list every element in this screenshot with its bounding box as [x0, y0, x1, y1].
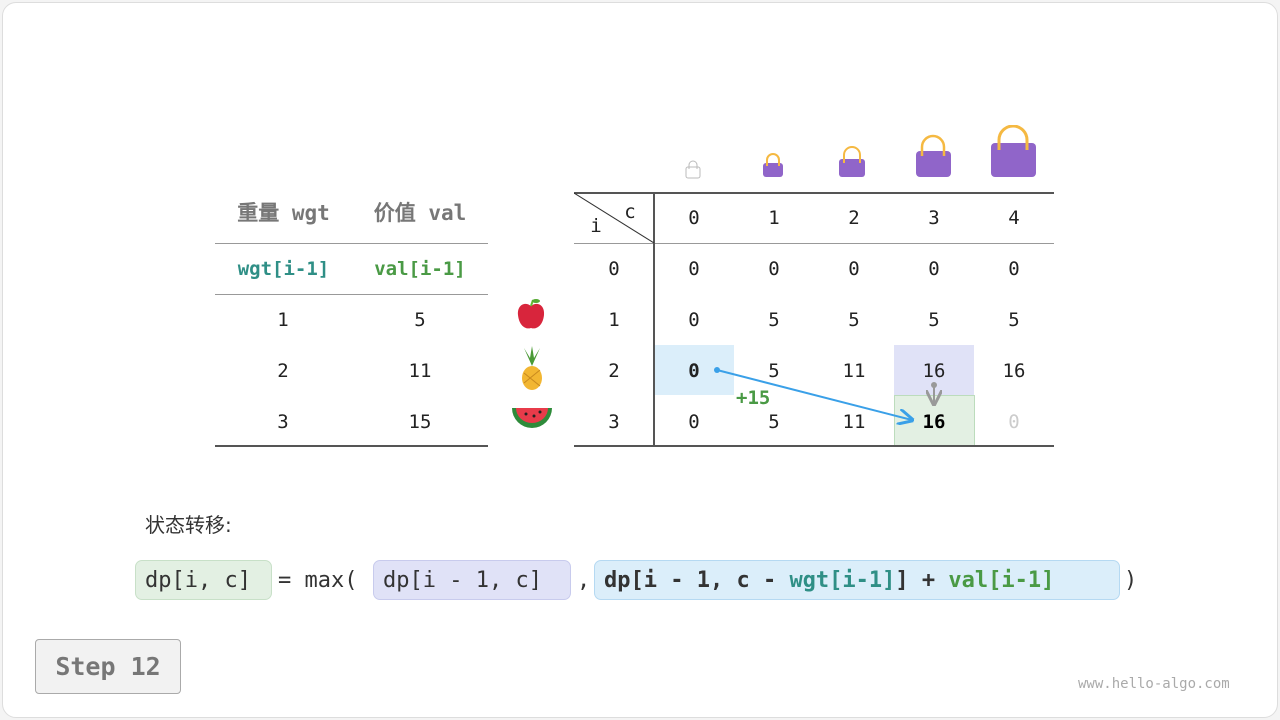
dp-cell: 5 — [768, 308, 780, 331]
formula-option-take: dp[i - 1, c - wgt[i-1]] + val[i-1] — [594, 560, 1120, 600]
left-table-cell: 11 — [408, 359, 432, 382]
left-table-cell: 5 — [414, 308, 426, 331]
capacity-header: 0 — [688, 207, 700, 229]
formula-close: ) — [1124, 568, 1138, 593]
watermark: www.hello-algo.com — [1078, 676, 1230, 692]
capacity-bags — [685, 125, 1036, 179]
formula-lhs: dp[i, c] — [135, 560, 272, 600]
left-table-cell: 3 — [277, 410, 289, 433]
dp-cell: 11 — [842, 410, 866, 433]
dp-cell: 16 — [922, 359, 946, 382]
formula-max: = max( — [278, 568, 358, 593]
formula-comma: , — [577, 568, 591, 593]
header-value: 价值 val — [373, 201, 467, 225]
capacity-header: 3 — [928, 207, 940, 229]
left-table-cell: 2 — [277, 359, 289, 382]
bag-icon-2 — [839, 146, 865, 177]
left-table-cell: 15 — [408, 410, 432, 433]
dp-cell: 5 — [768, 410, 780, 433]
down-arrow — [931, 382, 937, 404]
dp-cell: 0 — [848, 257, 860, 280]
formula-option-skip: dp[i - 1, c] — [373, 560, 571, 600]
take-dp-part: dp[i - 1, c - — [604, 567, 790, 593]
dp-cell: 0 — [768, 257, 780, 280]
dp-cell: 0 — [688, 410, 700, 433]
dp-cell: 5 — [1008, 308, 1020, 331]
row-header: 3 — [608, 410, 620, 433]
row-header: 0 — [608, 257, 620, 280]
bag-icon-4 — [991, 125, 1036, 177]
pineapple-icon — [522, 346, 542, 390]
value-increment-label: +15 — [736, 387, 771, 409]
header-weight: 重量 wgt — [237, 201, 330, 225]
item-icons — [512, 299, 552, 428]
step-button[interactable]: Step 12 — [35, 639, 181, 694]
capacity-header: 1 — [768, 207, 780, 229]
bag-icon-1 — [763, 153, 783, 177]
corner-row-label: i — [590, 215, 602, 237]
dp-cell: 0 — [688, 359, 700, 382]
dp-cell: 5 — [768, 359, 780, 382]
dp-cell: 16 — [1002, 359, 1026, 382]
take-plus-part: ] + — [895, 567, 949, 593]
row-header: 2 — [608, 359, 620, 382]
subheader-wgt: wgt[i-1] — [237, 257, 330, 280]
row-header: 1 — [608, 308, 620, 331]
dp-cell: 0 — [1008, 257, 1020, 280]
dp-cell: 0 — [688, 308, 700, 331]
capacity-header: 4 — [1008, 207, 1020, 229]
transition-label: 状态转移: — [145, 513, 232, 537]
dp-cell: 5 — [928, 308, 940, 331]
subheader-val: val[i-1] — [374, 257, 466, 280]
watermelon-icon — [512, 408, 552, 428]
dp-cell: 16 — [922, 410, 946, 433]
dp-cell: 0 — [1008, 410, 1020, 433]
left-table-cell: 1 — [277, 308, 289, 331]
apple-icon — [517, 299, 545, 329]
diagonal-arrow — [714, 367, 912, 420]
take-wgt-part: wgt[i-1] — [789, 567, 896, 593]
dp-cell: 0 — [688, 257, 700, 280]
dp-cell: 0 — [928, 257, 940, 280]
bag-icon-3 — [916, 134, 951, 177]
dp-cell: 11 — [842, 359, 866, 382]
empty-bag-icon — [685, 160, 701, 179]
dp-cell: 5 — [848, 308, 860, 331]
capacity-header: 2 — [848, 207, 860, 229]
take-val-part: val[i-1] — [948, 567, 1055, 593]
corner-col-label: c — [624, 201, 636, 223]
